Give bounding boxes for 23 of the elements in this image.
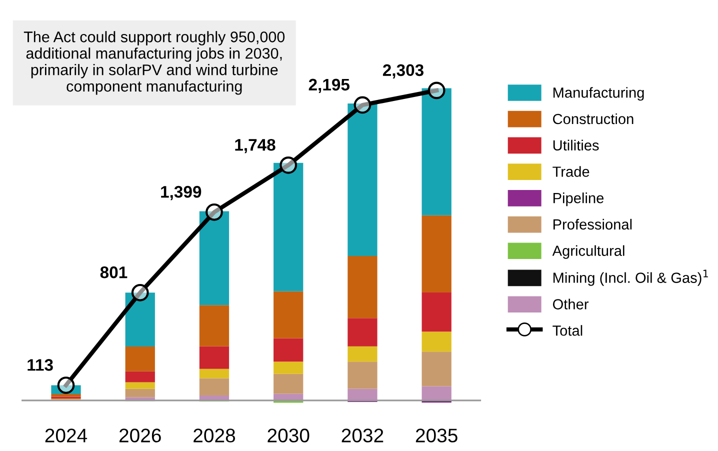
legend-label: Manufacturing: [553, 87, 644, 101]
x-tick-label: 2035: [416, 428, 458, 442]
legend-label: Trade: [552, 166, 590, 177]
data-label: 2,303: [382, 64, 424, 78]
annotation: The Act could support roughly 950,000 additional manufacturing jobs in 2030, primarily in solarPV and wind turbine component manufacturing: [24, 31, 285, 95]
x-tick-label: 2024: [45, 428, 88, 442]
data-label: 2,195: [308, 78, 350, 93]
legend-label: Agricultural: [552, 245, 624, 259]
legend-label: Professional: [553, 218, 632, 230]
legend-label: Utilities: [553, 140, 599, 151]
legend-label: Pipeline: [553, 192, 604, 206]
legend-label: Construction: [553, 113, 634, 124]
data-label: 801: [100, 266, 128, 278]
x-tick-label: 2032: [342, 428, 384, 442]
data-label: 113: [28, 359, 53, 371]
legend-label: Mining (Incl. Oil & Gas)$^{1}$: [553, 270, 708, 286]
data-label: 1,399: [161, 186, 202, 200]
x-tick-label: 2026: [119, 428, 161, 442]
data-label: 1,748: [235, 138, 276, 154]
x-tick-label: 2028: [194, 428, 236, 442]
x-tick-label: 2030: [268, 428, 310, 442]
legend-label: Total: [552, 325, 582, 336]
legend-label: Other: [552, 298, 589, 310]
